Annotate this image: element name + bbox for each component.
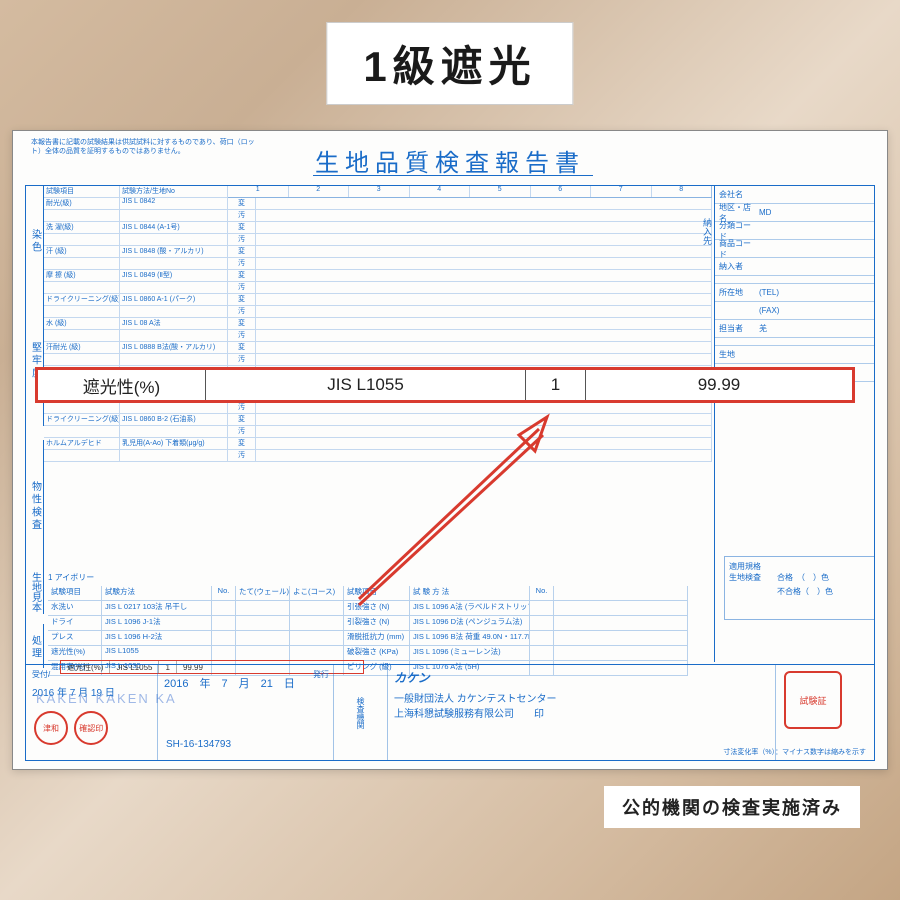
fabric-sample: 1 アイボリー <box>48 572 94 583</box>
judge-std: 適用規格 <box>729 561 870 572</box>
row-item: 汗 (級) <box>44 246 120 257</box>
row-item: 水 (級) <box>44 318 120 329</box>
organization-cell: カケン 一般財団法人 カケンテストセンター 上海科懇試験服務有限公司 印 <box>388 665 776 760</box>
receipt-date: 2016 年 7 月 19 日 <box>32 684 151 699</box>
lower-section: 受付/ 2016 年 7 月 19 日 津和 確認印 発行 2016 年 7 月… <box>26 664 874 760</box>
phys-row: プレスJIS L 1096 H-2法 滑脱抵抗力 (mm)JIS L 1096 … <box>48 631 688 646</box>
row-item: ホルムアルデヒド <box>44 438 120 449</box>
publication-date: 2016 年 7 月 21 日 <box>164 675 327 691</box>
footer-note: 公的機関の検査実施済み <box>604 786 860 828</box>
title-badge: 1級遮光 <box>326 22 573 105</box>
vlabel-fabric: 生地見本 <box>26 570 44 614</box>
vlabel-phys: 物 性 検 査 <box>26 440 44 570</box>
row-method: JIS L 0844 (A-1号) <box>120 222 228 233</box>
row-method: JIS L 0860 A-1 (パーク) <box>120 294 228 305</box>
info-row: 商品コード <box>715 240 874 258</box>
stamp-a: 津和 <box>34 711 68 745</box>
hl-value: 99.99 <box>586 370 852 400</box>
sh-number: SH-16-134793 <box>166 739 231 750</box>
info-row: 所在地(TEL) <box>715 284 874 302</box>
kaken-logo: カケン <box>394 669 769 686</box>
row-method: JIS L 0848 (酸・アルカリ) <box>120 246 228 257</box>
inspect-label: 検査機関 <box>334 665 388 760</box>
test-row: 汗耐光 (級) JIS L 0888 B法(酸・アルカリ) 変 <box>44 342 712 354</box>
row-item: 摩 擦 (級) <box>44 270 120 281</box>
judgment-box: 適用規格 生地検査 合格 （ ）色 不合格（ ）色 <box>724 556 874 620</box>
report-title: 生地品質検査報告書 <box>315 143 585 178</box>
receipt-cell: 受付/ 2016 年 7 月 19 日 津和 確認印 <box>26 665 158 760</box>
judge-pass: 生地検査 合格 （ ）色 <box>729 572 829 583</box>
dimension-footnote: 寸法変化率（%）：マイナス数字は縮みを示す <box>723 747 866 757</box>
report-frame: 染 色 堅 牢 度 物 性 検 査 生地見本 処 理 12345678 試験項目… <box>25 185 875 761</box>
phys-header: 試験項目 試験方法 No. たて(ウェール) よこ(コース) 試験項目 試 験 … <box>48 586 688 601</box>
org-line1: 一般財団法人 カケンテストセンター <box>394 690 769 705</box>
test-row: 摩 擦 (級) JIS L 0849 (Ⅱ型) 変 <box>44 270 712 282</box>
row-item: ドライクリーニング(級) <box>44 414 120 425</box>
info-row: (FAX) <box>715 302 874 320</box>
right-info-block: 納入先 会社名地区・店名MD分類コード商品コード納入者 所在地(TEL)(FAX… <box>714 186 874 662</box>
hl-method: JIS L1055 <box>206 370 526 400</box>
info-row: 生地 <box>715 346 874 364</box>
info-row: 担当者羌 <box>715 320 874 338</box>
row-method: JIS L 0888 B法(酸・アルカリ) <box>120 342 228 353</box>
header-disclaimer: 本報告書に記載の試験結果は供試試料に対するものであり、荷口（ロット）全体の品質を… <box>31 139 261 157</box>
stamp-square: 試験証 <box>784 671 842 729</box>
stamps-cell: 試験証 <box>776 665 874 760</box>
row-method: JIS L 0849 (Ⅱ型) <box>120 270 228 281</box>
receipt-label: 受付/ <box>32 669 151 680</box>
test-row: ホルムアルデヒド 乳児用(A-Ao) 下着類(μg/g) 変 <box>44 438 712 450</box>
publication-cell: 発行 2016 年 7 月 21 日 SH-16-134793 <box>158 665 334 760</box>
header-row: 試験項目 試験方法/生地No <box>44 186 712 198</box>
hdr-item: 試験項目 <box>44 186 120 197</box>
stamp-b: 確認印 <box>74 711 108 745</box>
phys-row: 水洗いJIS L 0217 103法 吊干し 引張強さ (N)JIS L 109… <box>48 601 688 616</box>
test-row: ドライクリーニング(級) JIS L 0860 A-1 (パーク) 変 <box>44 294 712 306</box>
row-item: 汗耐光 (級) <box>44 342 120 353</box>
test-row: 汗 (級) JIS L 0848 (酸・アルカリ) 変 <box>44 246 712 258</box>
phys-row: ドライJIS L 1096 J-1法 引裂強さ (N)JIS L 1096 D法… <box>48 616 688 631</box>
vlabel-dye: 染 色 <box>26 186 44 294</box>
row-method: 乳児用(A-Ao) 下着類(μg/g) <box>120 438 228 449</box>
highlight-row: 遮光性(%) JIS L1055 1 99.99 <box>35 367 855 403</box>
row-item: ドライクリーニング(級) <box>44 294 120 305</box>
phys-row: 遮光性(%)JIS L1055 破裂強さ (KPa)JIS L 1096 (ミュ… <box>48 646 688 661</box>
info-row: 納入者 <box>715 258 874 276</box>
row-item: 耐光(級) <box>44 198 120 209</box>
hdr-method: 試験方法/生地No <box>120 186 228 197</box>
row-method: JIS L 0860 B-2 (石油系) <box>120 414 228 425</box>
test-row: 洗 濯(級) JIS L 0844 (A-1号) 変 <box>44 222 712 234</box>
vlabel-proc: 処 理 <box>26 624 44 668</box>
issue-label: 発行 <box>313 669 329 680</box>
org-line2: 上海科懇試験服務有限公司 印 <box>394 705 769 720</box>
hl-label: 遮光性(%) <box>38 370 206 400</box>
rb-vlabel-delivery: 納入先 <box>701 186 715 276</box>
row-item: 洗 濯(級) <box>44 222 120 233</box>
test-row: 水 (級) JIS L 08 A法 変 <box>44 318 712 330</box>
title-underline <box>313 175 593 176</box>
row-method: JIS L 08 A法 <box>120 318 228 329</box>
test-row: 耐光(級) JIS L 0842 変 <box>44 198 712 210</box>
hl-num: 1 <box>526 370 586 400</box>
row-method: JIS L 0842 <box>120 198 228 209</box>
test-row: ドライクリーニング(級) JIS L 0860 B-2 (石油系) 変 <box>44 414 712 426</box>
report-card: 生地品質検査報告書 本報告書に記載の試験結果は供試試料に対するものであり、荷口（… <box>12 130 888 770</box>
judge-fail: 不合格（ ）色 <box>729 586 833 597</box>
vlabel-firm: 堅 牢 度 <box>26 294 44 426</box>
